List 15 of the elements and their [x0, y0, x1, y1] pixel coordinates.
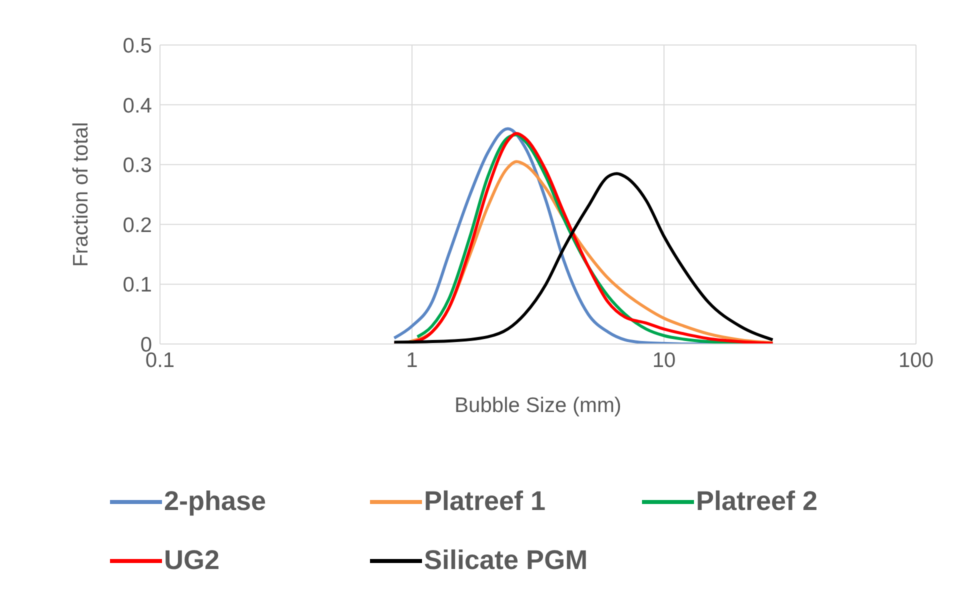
legend-label: 2-phase — [164, 486, 266, 517]
legend-label: UG2 — [164, 545, 220, 576]
x-tick-label: 1 — [406, 348, 418, 372]
x-tick-label: 10 — [652, 348, 676, 372]
y-axis-title: Fraction of total — [69, 122, 92, 267]
y-tick-label: 0.3 — [122, 154, 152, 178]
y-tick-label: 0.1 — [122, 274, 152, 297]
legend-label: Platreef 1 — [424, 486, 546, 517]
x-tick-label: 100 — [898, 348, 934, 372]
y-tick-label: 0.2 — [122, 214, 152, 237]
y-tick-label: 0.5 — [122, 34, 152, 58]
x-axis-title: Bubble Size (mm) — [454, 394, 622, 417]
legend-label: Platreef 2 — [696, 486, 818, 517]
y-tick-label: 0.4 — [122, 94, 152, 118]
legend-label: Silicate PGM — [424, 545, 588, 576]
